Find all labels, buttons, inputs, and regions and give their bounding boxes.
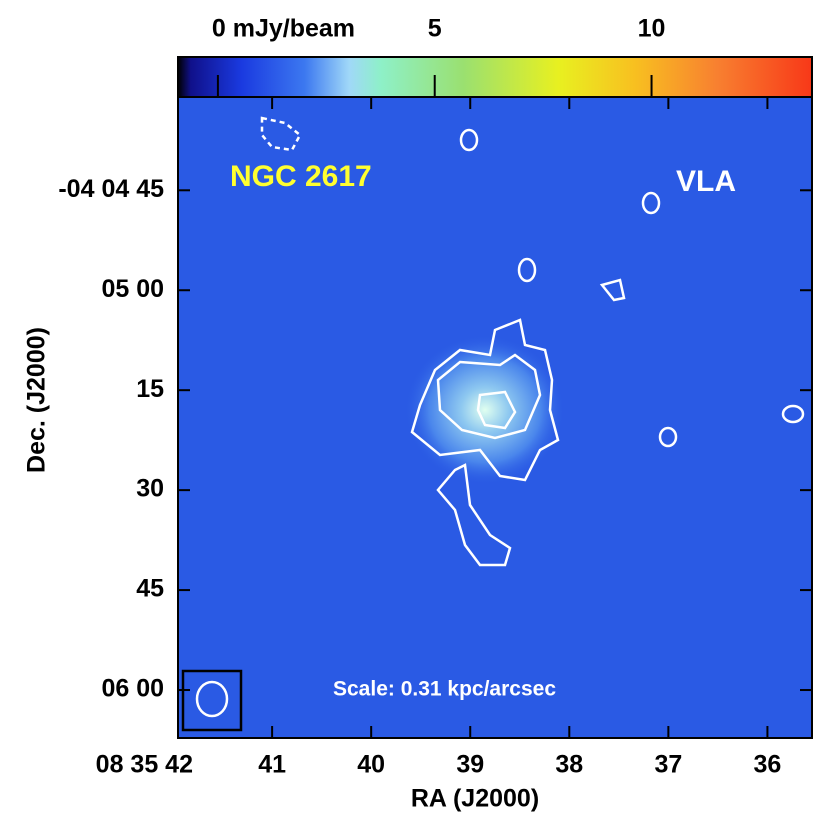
y-tick-label: 06 00 bbox=[101, 675, 164, 703]
source-emission bbox=[405, 335, 565, 485]
x-tick-label: 36 bbox=[754, 751, 782, 779]
y-tick-label: 15 bbox=[136, 375, 164, 403]
colorbar-tick-label: 10 bbox=[638, 15, 666, 43]
contours bbox=[260, 116, 805, 567]
colorbar-tick-label: 5 bbox=[428, 15, 442, 43]
object-name: NGC 2617 bbox=[230, 160, 372, 193]
x-tick-label: 38 bbox=[555, 751, 583, 779]
x-axis-label: RA (J2000) bbox=[411, 785, 539, 813]
x-tick-label: 08 35 42 bbox=[96, 751, 193, 779]
x-tick-label: 40 bbox=[357, 751, 385, 779]
y-tick-label: 05 00 bbox=[101, 275, 164, 303]
scale-label: Scale: 0.31 kpc/arcsec bbox=[333, 678, 556, 701]
y-tick-label: 45 bbox=[136, 575, 164, 603]
y-tick-label: -04 04 45 bbox=[58, 175, 164, 203]
beam-box bbox=[181, 669, 243, 732]
x-tick-label: 39 bbox=[456, 751, 484, 779]
y-tick-label: 30 bbox=[136, 475, 164, 503]
y-axis-label: Dec. (J2000) bbox=[23, 327, 51, 473]
x-tick-label: 37 bbox=[654, 751, 682, 779]
beam bbox=[195, 680, 229, 718]
x-tick-label: 41 bbox=[258, 751, 286, 779]
telescope-label: VLA bbox=[676, 165, 736, 198]
colorbar bbox=[177, 56, 813, 98]
colorbar-tick-label: 0 mJy/beam bbox=[212, 15, 355, 43]
